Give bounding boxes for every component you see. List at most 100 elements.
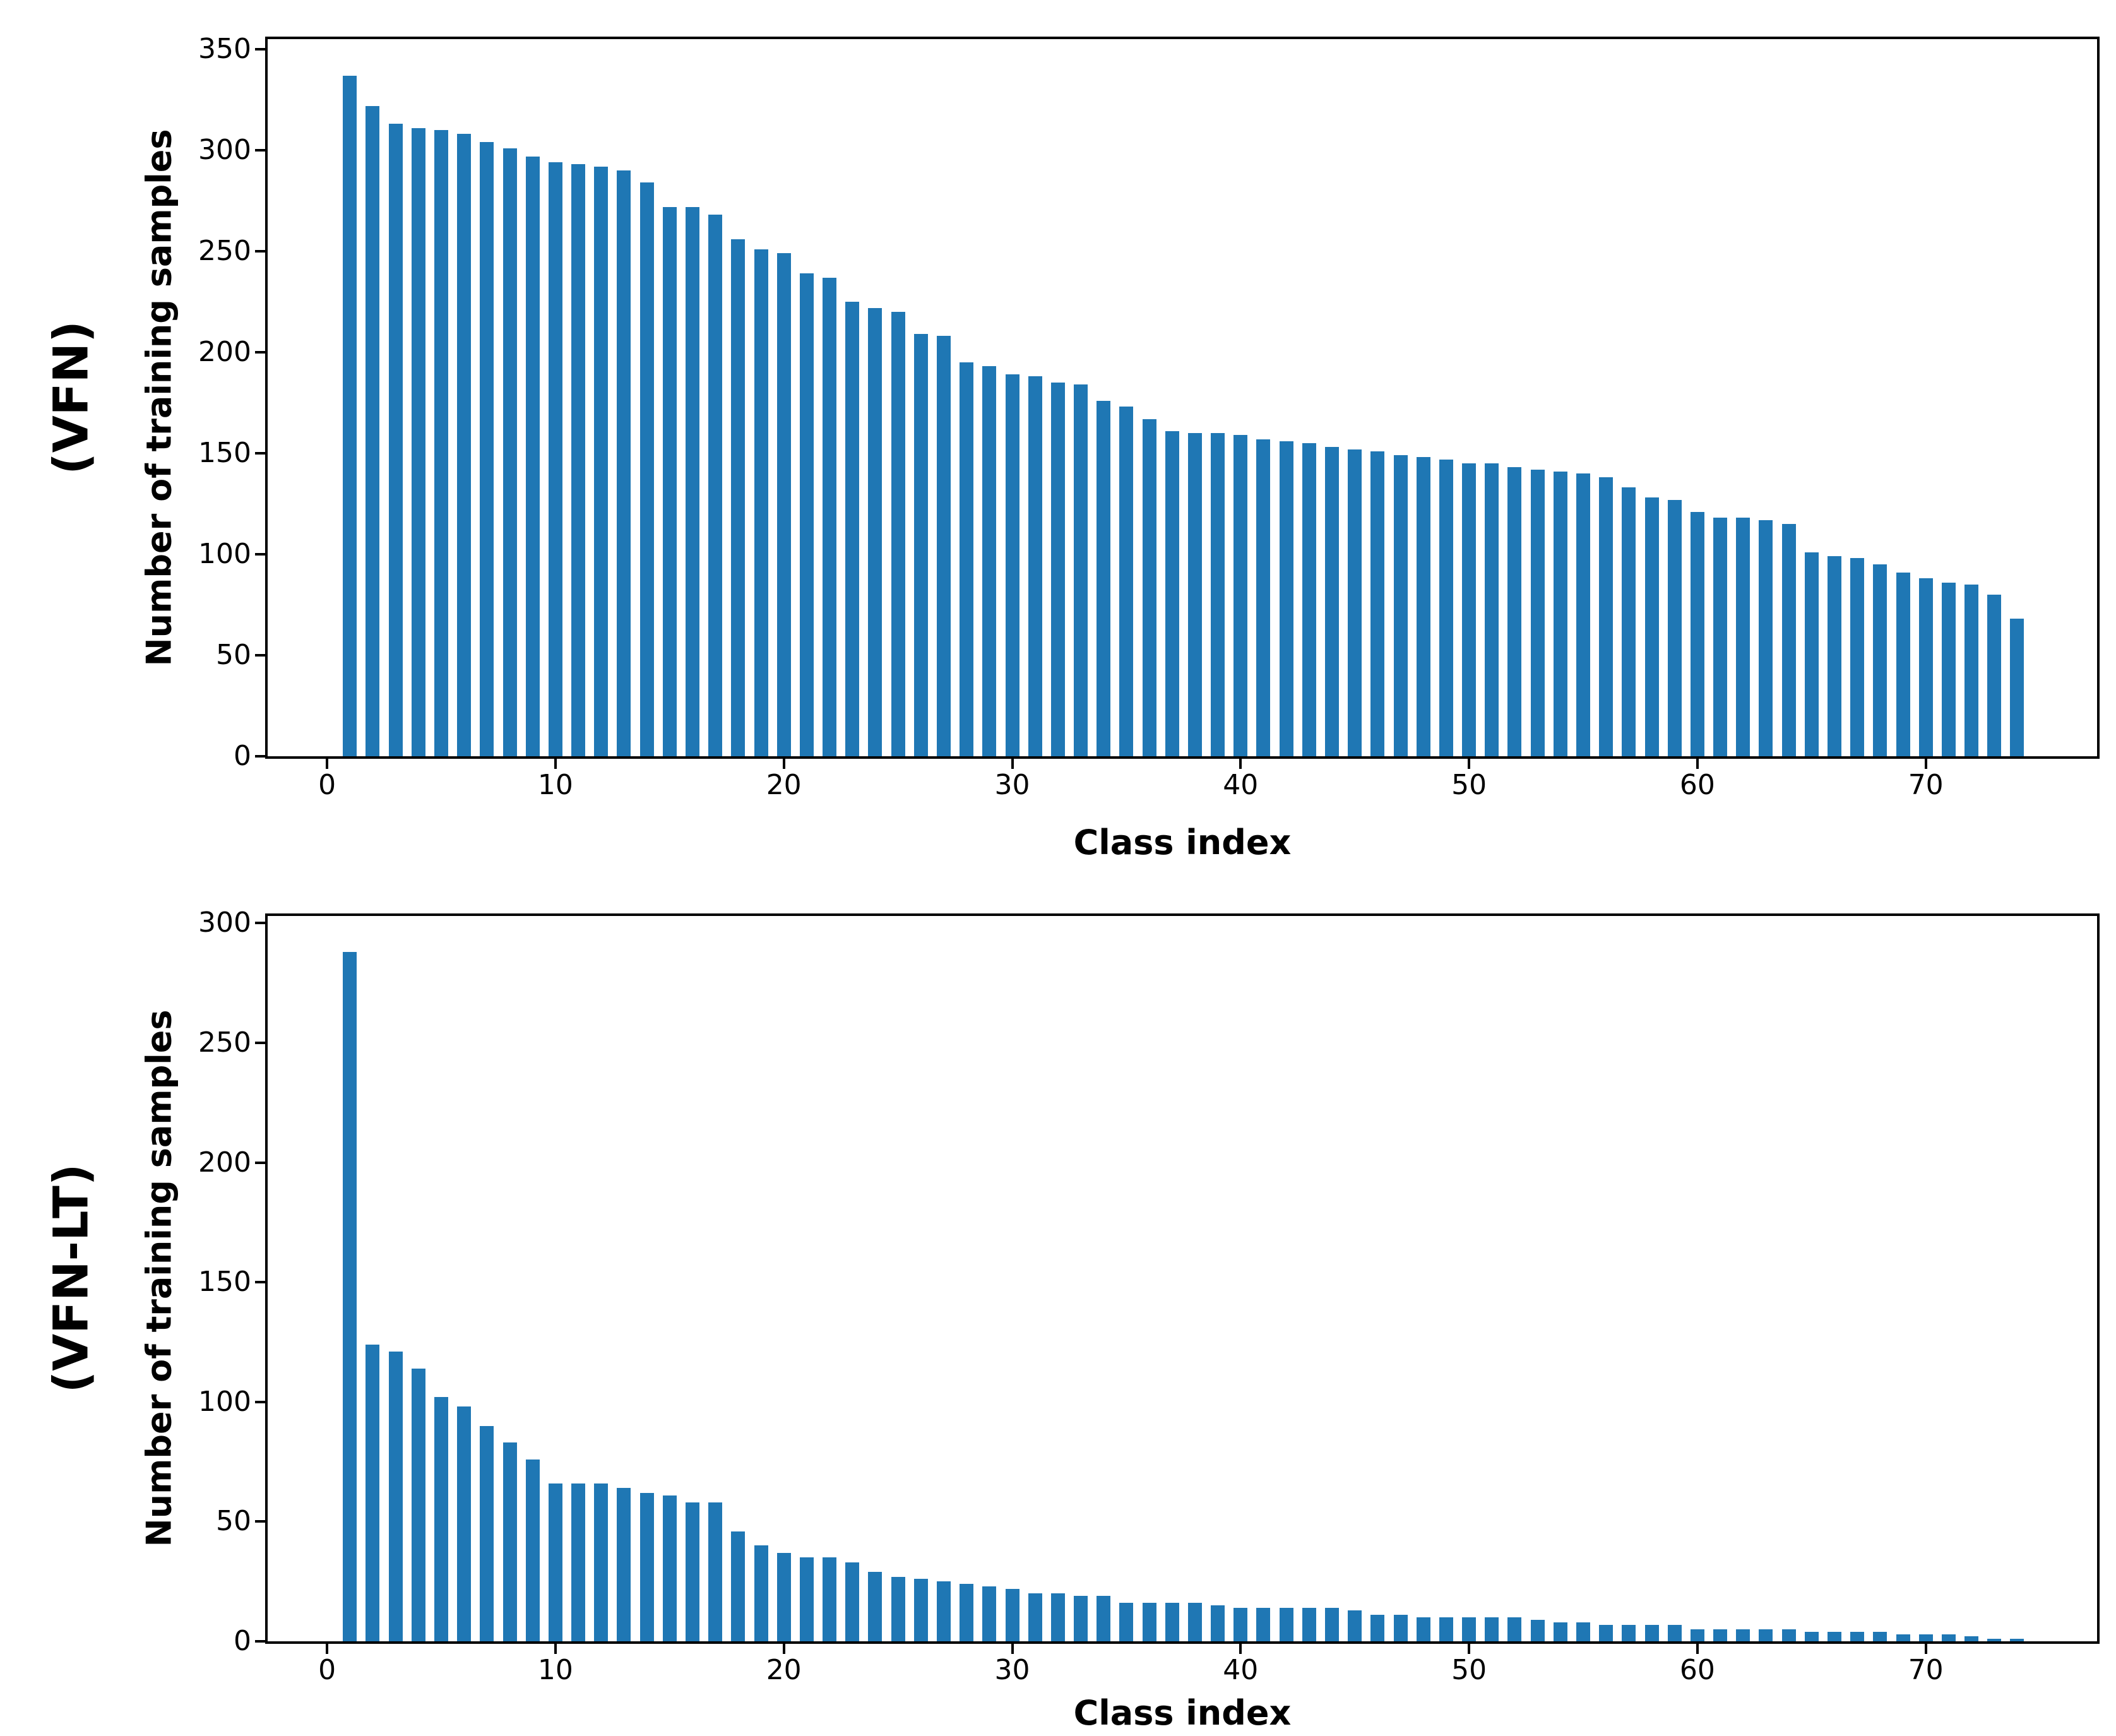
y-tick xyxy=(255,922,265,925)
bar xyxy=(1713,518,1727,756)
x-tick-label: 0 xyxy=(318,769,336,801)
bar xyxy=(1074,384,1088,756)
bar xyxy=(1370,1615,1385,1641)
bar xyxy=(480,1425,494,1641)
y-tick xyxy=(255,654,265,657)
y-tick-label: 50 xyxy=(216,639,251,671)
bar xyxy=(1644,497,1659,756)
x-tick-label: 30 xyxy=(994,769,1030,801)
bar xyxy=(913,334,928,756)
bar xyxy=(1462,1617,1477,1641)
x-axis-label: Class index xyxy=(1073,1693,1292,1733)
bar xyxy=(594,166,609,756)
y-tick xyxy=(255,452,265,455)
y-tick xyxy=(255,1400,265,1403)
bars-layer xyxy=(268,39,2097,756)
y-tick-label: 250 xyxy=(198,1026,251,1059)
bar xyxy=(1896,572,1910,756)
bar xyxy=(343,951,357,1641)
bar xyxy=(1850,558,1865,756)
y-tick-label: 200 xyxy=(198,1146,251,1179)
bar xyxy=(1211,433,1225,756)
bar xyxy=(845,1562,860,1641)
x-tick xyxy=(554,759,557,769)
bar xyxy=(1850,1631,1865,1641)
bar xyxy=(1393,455,1408,756)
y-tick xyxy=(255,149,265,152)
bar xyxy=(1804,1631,1819,1641)
bar xyxy=(1302,443,1316,756)
bar xyxy=(799,1557,814,1641)
x-tick-label: 60 xyxy=(1679,769,1715,801)
bar xyxy=(960,1584,974,1641)
x-tick-label: 50 xyxy=(1451,1654,1487,1686)
x-tick xyxy=(1011,1644,1014,1654)
x-tick xyxy=(782,1644,785,1654)
bar xyxy=(1667,1624,1682,1641)
bar xyxy=(480,142,494,756)
y-tick xyxy=(255,755,265,758)
y-tick xyxy=(255,1281,265,1284)
x-tick xyxy=(1239,1644,1242,1654)
bar xyxy=(685,206,699,756)
bar xyxy=(913,1579,928,1641)
bar xyxy=(982,366,997,756)
y-tick-label: 100 xyxy=(198,538,251,570)
y-axis-label: Number of training samples xyxy=(139,129,179,667)
x-tick xyxy=(1696,1644,1699,1654)
x-tick-label: 30 xyxy=(994,1654,1030,1686)
bar xyxy=(1074,1596,1088,1641)
bar xyxy=(1485,463,1499,756)
x-tick-label: 40 xyxy=(1223,769,1259,801)
x-tick xyxy=(326,759,329,769)
y-tick xyxy=(255,351,265,354)
x-axis-label: Class index xyxy=(1073,823,1292,862)
bar xyxy=(1325,1607,1339,1641)
x-tick-label: 20 xyxy=(766,769,802,801)
bar xyxy=(1804,552,1819,756)
y-tick-label: 250 xyxy=(198,235,251,267)
bar xyxy=(776,1552,791,1641)
bar xyxy=(457,134,472,756)
bar xyxy=(639,1492,654,1641)
bar xyxy=(1416,1617,1430,1641)
bar xyxy=(1599,477,1614,756)
y-tick-label: 300 xyxy=(198,134,251,166)
y-tick xyxy=(255,1640,265,1643)
bar xyxy=(1941,582,1956,756)
y-tick-label: 0 xyxy=(234,740,251,772)
bar xyxy=(799,273,814,756)
bar xyxy=(525,156,540,756)
bar xyxy=(776,253,791,756)
bar xyxy=(708,215,723,756)
bar xyxy=(685,1502,699,1641)
x-tick xyxy=(1468,1644,1471,1654)
bar xyxy=(662,1495,677,1641)
x-tick xyxy=(1924,759,1927,769)
bar xyxy=(1553,471,1567,756)
x-tick-label: 40 xyxy=(1223,1654,1259,1686)
y-tick xyxy=(255,48,265,51)
bar xyxy=(1416,457,1430,756)
x-tick-label: 50 xyxy=(1451,769,1487,801)
x-tick xyxy=(1696,759,1699,769)
bar xyxy=(1530,469,1545,756)
bar xyxy=(1941,1634,1956,1641)
bar xyxy=(1028,1593,1042,1641)
bar xyxy=(1964,1636,1978,1641)
bar xyxy=(1462,463,1477,756)
bar xyxy=(548,162,562,756)
bar xyxy=(845,302,860,756)
bar xyxy=(457,1406,472,1641)
y-tick-label: 350 xyxy=(198,33,251,65)
bar xyxy=(548,1483,562,1641)
x-tick xyxy=(326,1644,329,1654)
bar xyxy=(1325,447,1339,756)
x-tick xyxy=(1239,759,1242,769)
bar xyxy=(571,1483,585,1641)
bar xyxy=(823,1557,836,1641)
bar xyxy=(1233,1607,1248,1641)
bar xyxy=(1211,1605,1225,1641)
bar xyxy=(1142,1603,1156,1641)
